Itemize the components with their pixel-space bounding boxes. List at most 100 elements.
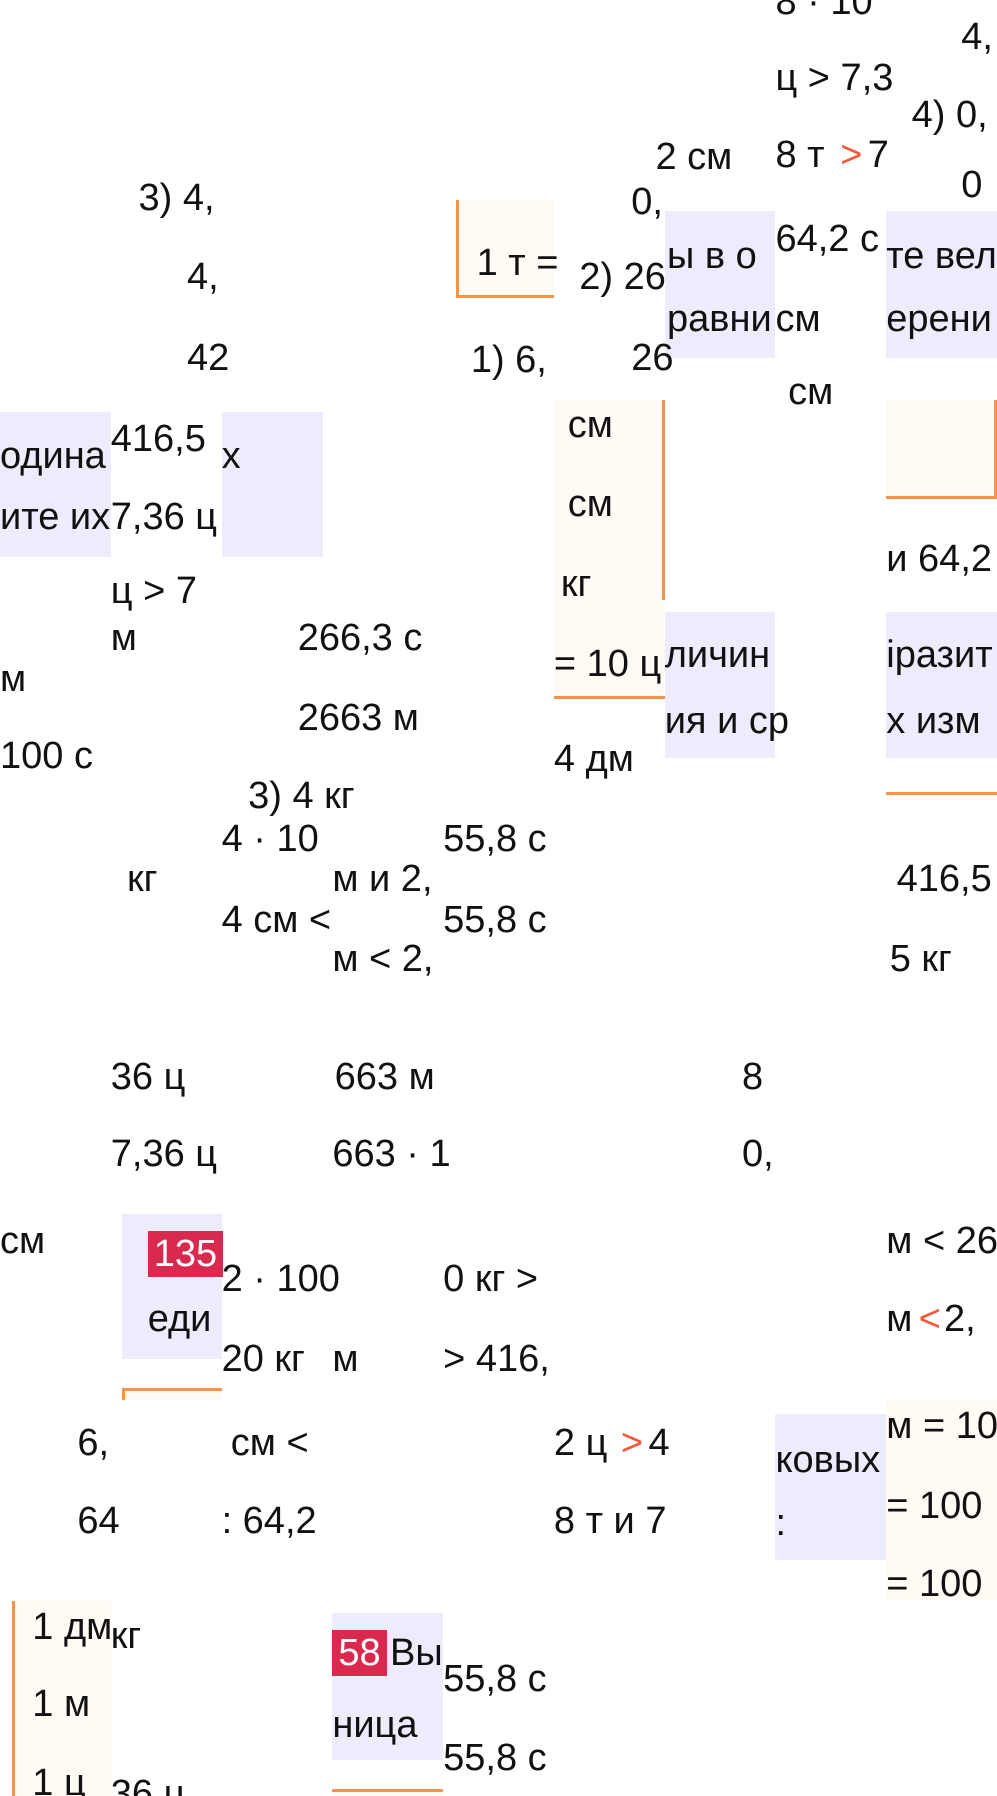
text-fragment: м <box>0 657 27 700</box>
text-fragment: 42 <box>186 336 230 379</box>
text-fragment: = 100 <box>886 1484 983 1527</box>
rule-box <box>886 400 997 499</box>
text-fragment: 4, <box>186 255 219 298</box>
task-number-badge: 58 <box>332 1629 387 1676</box>
text-fragment: 663 м <box>334 1055 435 1098</box>
text-fragment: 416,5 <box>110 417 206 460</box>
text-fragment: ы в о <box>667 235 757 278</box>
text-fragment: 0, <box>631 180 663 223</box>
rule-box <box>886 791 997 801</box>
task-header-block <box>886 611 997 759</box>
text-fragment: см <box>788 371 834 414</box>
text-fragment: ц > 7,3 <box>775 57 894 100</box>
task-header-block <box>886 211 997 358</box>
text-fragment: 4 · 10 <box>221 817 319 860</box>
text-fragment: : 64,2 <box>221 1499 317 1542</box>
text-fragment: 4, <box>961 15 993 58</box>
task-header-block <box>0 411 111 558</box>
text-fragment: м и 2, <box>332 858 433 901</box>
text-fragment: см < <box>230 1421 309 1464</box>
text-fragment: кг <box>560 562 592 605</box>
text-fragment: 2 см <box>655 135 733 178</box>
text-fragment: см <box>567 483 613 526</box>
text-fragment: 7,36 ц <box>110 495 218 538</box>
text-fragment: 6, <box>77 1421 110 1464</box>
text-fragment: 1 т = <box>476 242 559 285</box>
text-fragment: м < 26 <box>886 1219 997 1262</box>
text-fragment: 1 м <box>32 1683 91 1726</box>
text-fragment: Вы <box>390 1631 443 1674</box>
text-fragment: х изм <box>886 700 981 743</box>
text-fragment: и 64,2 <box>886 537 993 580</box>
text-fragment: 55,8 с <box>443 817 547 860</box>
text-fragment: 64 <box>77 1499 120 1542</box>
text-fragment: : <box>775 1502 787 1545</box>
task-header-block <box>775 1413 887 1561</box>
task-header-block <box>664 211 776 358</box>
text-fragment: іразит <box>886 634 993 677</box>
text-fragment: 3) 4 кг <box>248 775 355 818</box>
text-fragment: ц > 7 <box>110 569 197 612</box>
text-fragment: ерени <box>886 297 992 340</box>
task-number-badge: 135 <box>147 1231 224 1278</box>
task-header-block <box>221 411 324 558</box>
text-fragment: 1) 6, <box>470 339 547 382</box>
text-fragment: > 416, <box>443 1338 550 1381</box>
rule-box <box>11 1600 111 1796</box>
text-fragment: 7,36 ц <box>110 1133 218 1175</box>
rule-box <box>886 1399 997 1601</box>
text-fragment: равни <box>667 297 772 340</box>
task-header-block <box>664 611 776 759</box>
text-fragment: 663 · 1 <box>332 1133 451 1175</box>
text-fragment: ите их <box>0 495 111 538</box>
text-fragment: 1 дм <box>32 1606 113 1649</box>
rule-box <box>122 1388 222 1400</box>
text-fragment: 8 · 10 <box>775 0 873 24</box>
text-fragment: х <box>221 434 241 477</box>
text-fragment: 26 <box>631 336 674 379</box>
text-fragment: = 100 <box>886 1563 983 1606</box>
rule-box <box>553 400 665 601</box>
text-fragment: м < 2, <box>332 937 434 980</box>
text-fragment: кг <box>126 858 158 901</box>
text-fragment: м <box>886 1298 913 1341</box>
text-fragment: кг <box>110 1615 142 1658</box>
text-fragment: = 10 ц <box>553 642 662 685</box>
text-fragment: 36 ц <box>110 1055 186 1098</box>
text-fragment: 0 <box>961 163 983 206</box>
text-fragment: ия и ср <box>664 700 789 743</box>
rule-box <box>332 1788 444 1796</box>
text-fragment: 2, <box>943 1298 976 1341</box>
text-fragment: м = 10 <box>886 1405 997 1448</box>
text-fragment: 2663 м <box>297 696 419 739</box>
text-fragment: м <box>110 617 137 660</box>
text-fragment: 55,8 с <box>443 1736 547 1779</box>
text-fragment: личин <box>664 634 771 677</box>
text-fragment: см <box>775 297 821 340</box>
text-fragment: 1 ц <box>32 1761 86 1796</box>
text-fragment: одина <box>0 434 106 477</box>
text-fragment: 3) 4, <box>138 177 215 220</box>
text-fragment: 4 см < <box>221 898 332 941</box>
rule-box <box>455 199 554 298</box>
text-fragment: 20 кг <box>221 1338 305 1381</box>
text-fragment: 4) 0, <box>911 94 988 137</box>
rule-box <box>553 600 665 700</box>
text-fragment: < <box>918 1298 941 1341</box>
text-fragment: 2 ц <box>553 1421 608 1464</box>
text-fragment: 2 · 100 <box>221 1257 340 1300</box>
text-fragment: 4 <box>648 1421 670 1464</box>
text-fragment: 7 <box>867 133 889 176</box>
text-fragment: 55,8 с <box>443 1658 547 1701</box>
text-fragment: > <box>840 133 863 176</box>
text-fragment: > <box>620 1421 644 1464</box>
text-fragment: 416,5 <box>896 858 992 901</box>
text-fragment: 0 кг > <box>443 1257 539 1300</box>
text-fragment: м <box>332 1338 359 1381</box>
text-fragment: 64,2 с <box>775 217 880 260</box>
text-fragment: 266,3 с <box>297 617 423 660</box>
text-fragment: см <box>0 1219 46 1262</box>
text-fragment: ница <box>332 1704 418 1747</box>
text-fragment: 4 дм <box>553 738 634 781</box>
text-fragment: 8 т <box>775 133 825 176</box>
